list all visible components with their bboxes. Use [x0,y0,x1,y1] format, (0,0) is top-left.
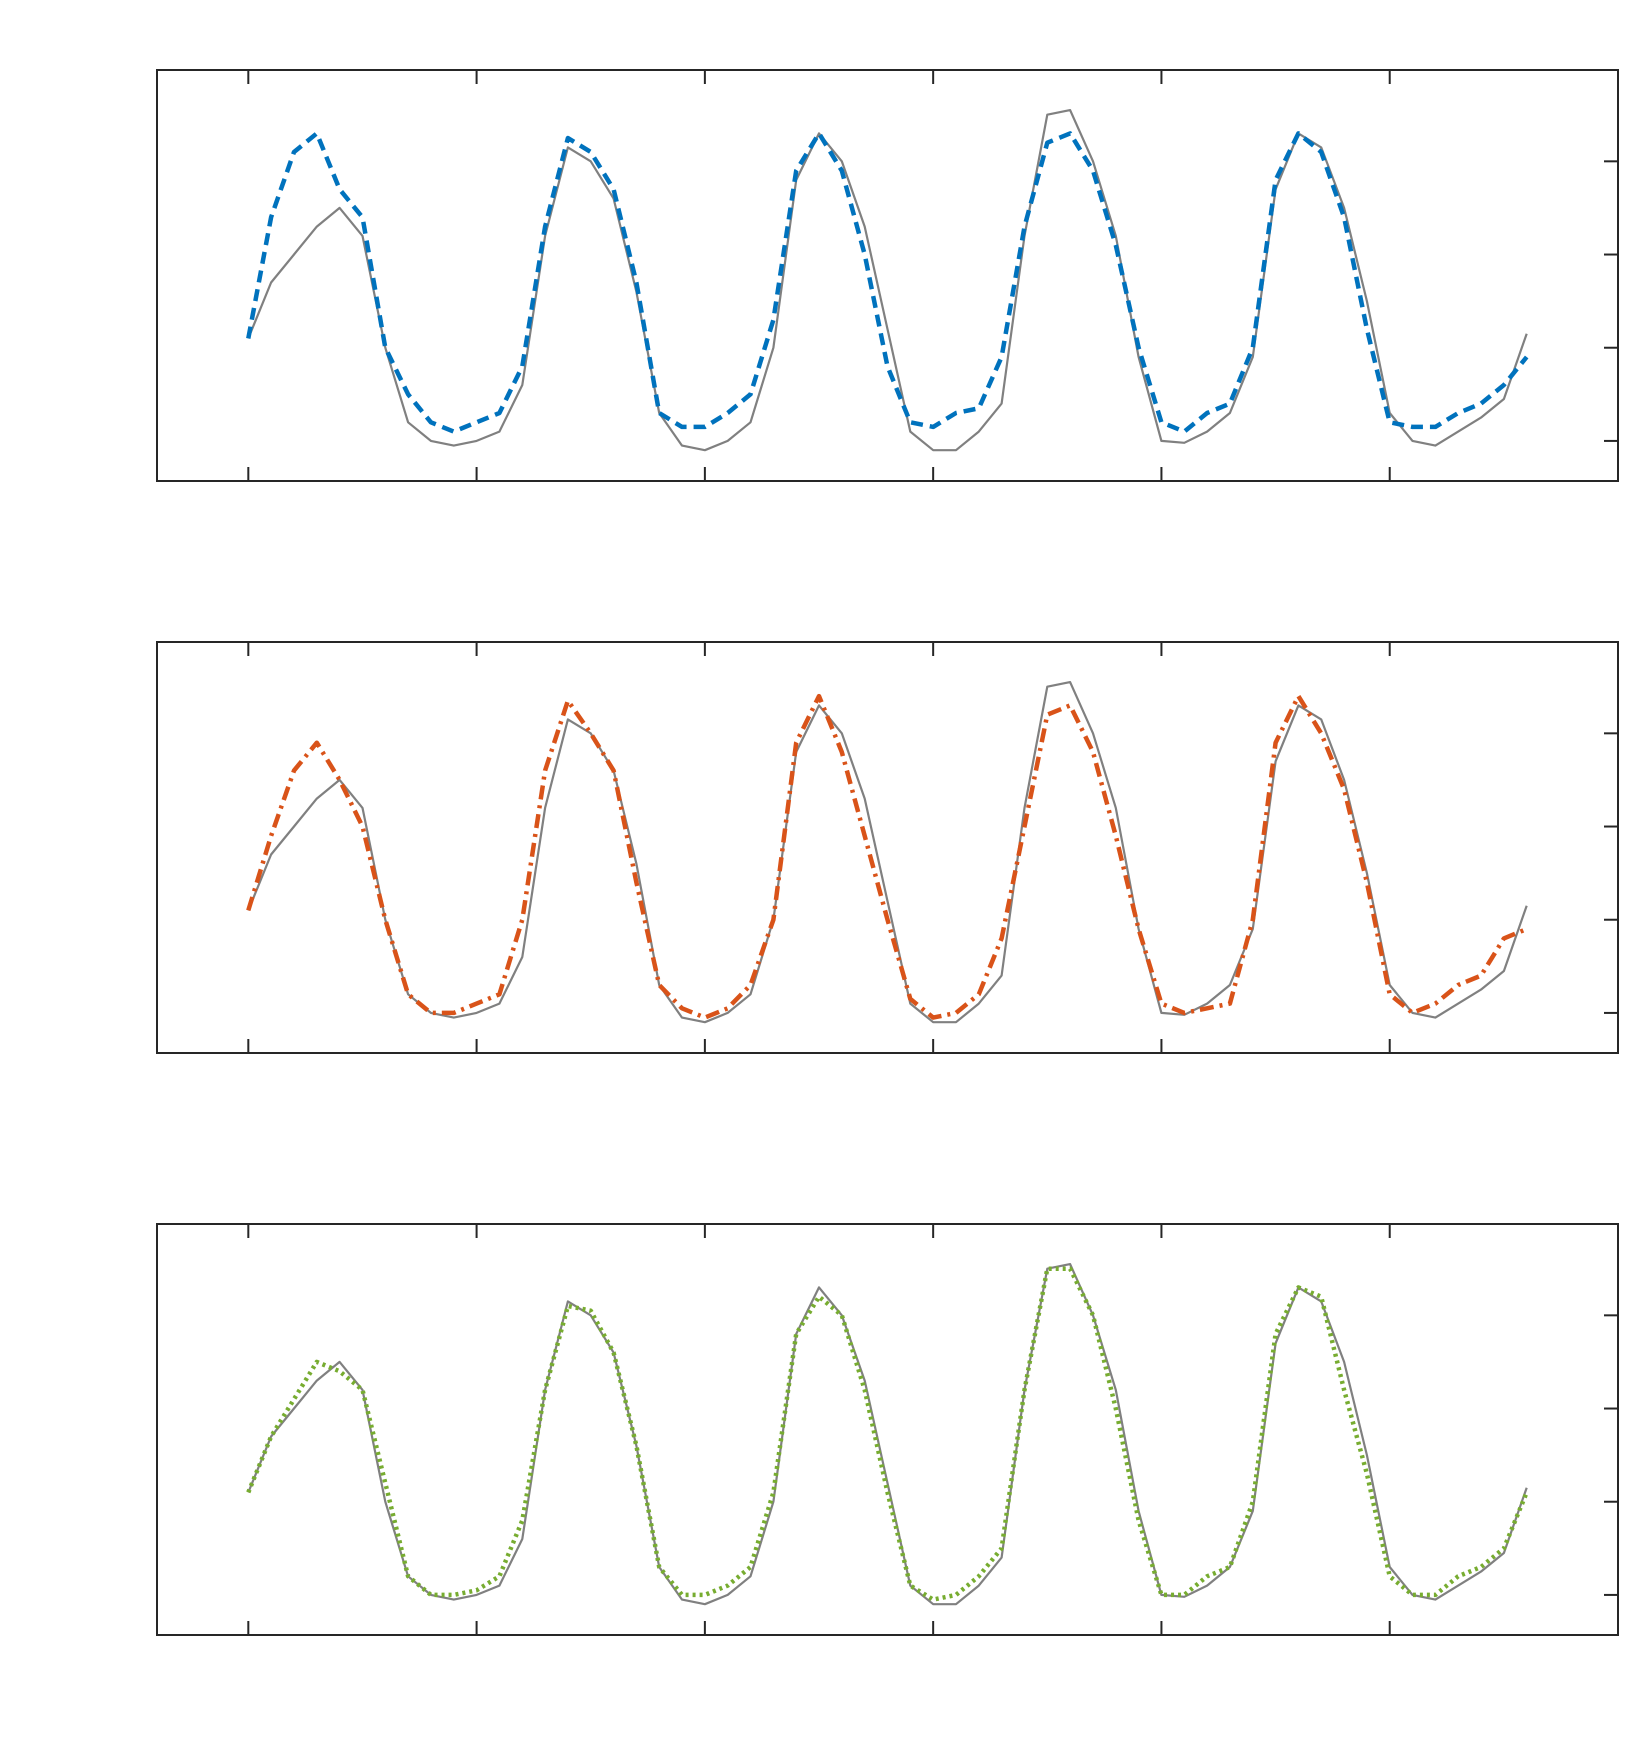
axes-frame [156,1223,1619,1636]
axes-frame [156,641,1619,1054]
axes-frame [156,69,1619,482]
series-line [247,681,1528,1024]
series-line [246,131,1529,434]
series-line [246,1266,1529,1602]
series-line [246,693,1528,1020]
series-line [247,1263,1528,1606]
series-line [247,109,1528,452]
